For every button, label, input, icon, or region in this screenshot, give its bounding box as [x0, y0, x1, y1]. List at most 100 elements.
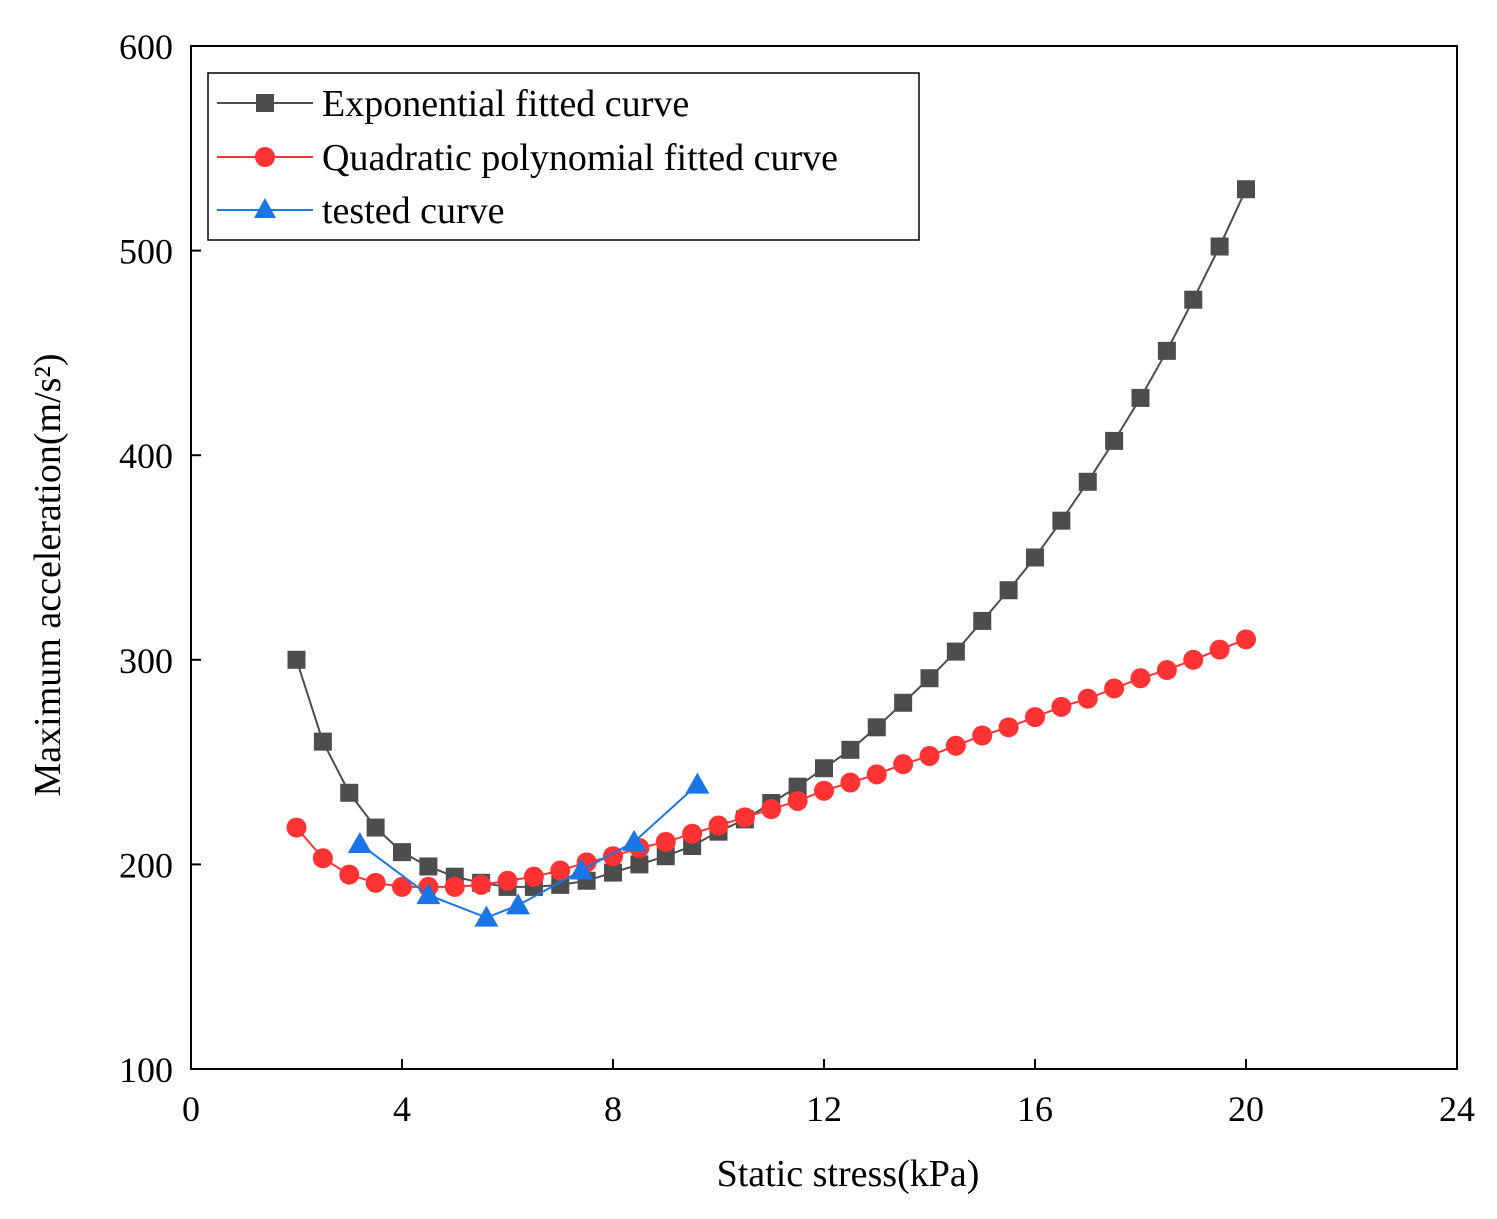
series-0-point-35: [1210, 237, 1229, 256]
series-0: [287, 180, 1255, 896]
y-axis-ticks: [191, 45, 201, 1070]
series-1-point-33: [1156, 660, 1177, 681]
x-tick-label-2: 8: [604, 1089, 622, 1129]
series-1-point-18: [761, 799, 782, 820]
series-2: [347, 772, 710, 927]
x-axis-title: Static stress(kPa): [717, 1153, 980, 1195]
series-2-point-3: [506, 893, 531, 915]
series-1-point-35: [1209, 639, 1230, 660]
legend-box: [207, 72, 920, 241]
y-axis-title: Maximum acceleration(m/s²): [27, 354, 69, 797]
legend-marker-exponential: [256, 94, 274, 112]
series-line-1: [295, 638, 1247, 888]
legend-item-exponential: Exponential fitted curve: [217, 83, 689, 125]
series-layer: [286, 180, 1256, 927]
series-1: [286, 629, 1256, 897]
series-1-point-27: [998, 717, 1019, 738]
legend-item-quadratic: Quadratic polynomial fitted curve: [217, 137, 838, 179]
series-0-point-23: [894, 693, 913, 712]
series-1-point-1: [312, 848, 333, 869]
series-1-point-22: [866, 764, 887, 785]
series-1-point-30: [1077, 688, 1098, 709]
series-0-point-24: [920, 669, 939, 688]
series-1-point-16: [708, 815, 729, 836]
series-0-point-0: [287, 650, 306, 669]
series-2-point-2: [474, 905, 499, 927]
series-1-point-14: [655, 831, 676, 852]
series-1-point-6: [444, 876, 465, 897]
series-0-point-29: [1052, 511, 1071, 530]
series-0-point-32: [1131, 388, 1150, 407]
y-axis-tick-labels: 100 200 300 400 500 600: [119, 27, 173, 1090]
series-2-point-6: [685, 772, 710, 794]
series-1-point-3: [365, 872, 386, 893]
series-1-point-19: [787, 790, 808, 811]
series-1-point-34: [1183, 649, 1204, 670]
series-1-point-0: [286, 817, 307, 838]
series-0-point-27: [999, 581, 1018, 600]
series-0-point-5: [419, 857, 438, 876]
series-0-point-31: [1105, 431, 1124, 450]
x-tick-label-1: 4: [393, 1089, 411, 1129]
legend-marker-quadratic: [255, 147, 275, 167]
x-tick-label-4: 16: [1017, 1089, 1053, 1129]
y-tick-label-3: 400: [119, 436, 173, 476]
y-tick-label-4: 500: [119, 232, 173, 272]
legend-label-tested: tested curve: [322, 190, 505, 232]
series-0-point-36: [1237, 180, 1255, 199]
series-0-point-19: [788, 777, 807, 796]
series-0-point-4: [393, 843, 411, 862]
legend-marker-tested: [254, 198, 276, 218]
legend-label-quadratic: Quadratic polynomial fitted curve: [322, 137, 838, 179]
series-2-point-4: [569, 858, 594, 880]
series-1-point-36: [1236, 629, 1256, 650]
y-tick-label-0: 100: [119, 1050, 173, 1090]
series-0-point-21: [841, 740, 860, 759]
series-1-point-29: [1051, 696, 1072, 717]
series-0-point-13: [630, 855, 649, 874]
series-1-point-28: [1025, 707, 1045, 728]
series-0-point-28: [1026, 548, 1044, 567]
series-1-point-7: [471, 874, 492, 895]
series-0-point-1: [313, 732, 332, 751]
y-tick-label-2: 300: [119, 641, 173, 681]
y-tick-label-1: 200: [119, 845, 173, 885]
series-1-point-9: [523, 866, 544, 887]
x-axis-tick-labels: 0 4 8 12 16 20 24: [182, 1089, 1475, 1129]
y-tick-label-5: 600: [119, 27, 173, 67]
series-0-point-33: [1157, 341, 1176, 360]
series-1-point-20: [814, 780, 834, 801]
x-tick-label-5: 20: [1228, 1089, 1264, 1129]
series-1-point-10: [550, 860, 571, 881]
series-2-point-1: [416, 883, 441, 905]
series-1-point-2: [339, 864, 360, 885]
series-0-point-26: [973, 611, 992, 630]
series-1-point-23: [893, 754, 914, 775]
legend: Exponential fitted curve Quadratic polyn…: [207, 72, 920, 241]
series-1-point-25: [945, 735, 966, 756]
series-1-point-4: [392, 876, 412, 897]
series-0-point-2: [340, 783, 359, 802]
x-axis-ticks: [190, 1059, 1458, 1069]
series-0-point-12: [604, 863, 622, 882]
series-0-point-22: [867, 718, 886, 737]
series-line-0: [295, 188, 1247, 888]
legend-label-exponential: Exponential fitted curve: [322, 83, 689, 125]
series-0-point-25: [946, 642, 965, 661]
legend-item-tested: tested curve: [217, 190, 505, 232]
series-1-point-21: [840, 772, 861, 793]
series-2-point-0: [347, 831, 372, 853]
series-2-point-5: [622, 829, 647, 851]
series-1-point-17: [734, 807, 755, 828]
series-0-point-14: [656, 847, 675, 866]
series-1-point-15: [682, 823, 703, 844]
x-tick-label-6: 24: [1439, 1089, 1475, 1129]
series-1-point-26: [972, 725, 993, 746]
series-0-point-20: [815, 759, 833, 778]
x-tick-label-0: 0: [182, 1089, 200, 1129]
series-1-point-32: [1130, 668, 1151, 689]
x-tick-label-3: 12: [806, 1089, 842, 1129]
series-1-point-31: [1104, 678, 1125, 699]
series-1-point-24: [919, 745, 940, 766]
